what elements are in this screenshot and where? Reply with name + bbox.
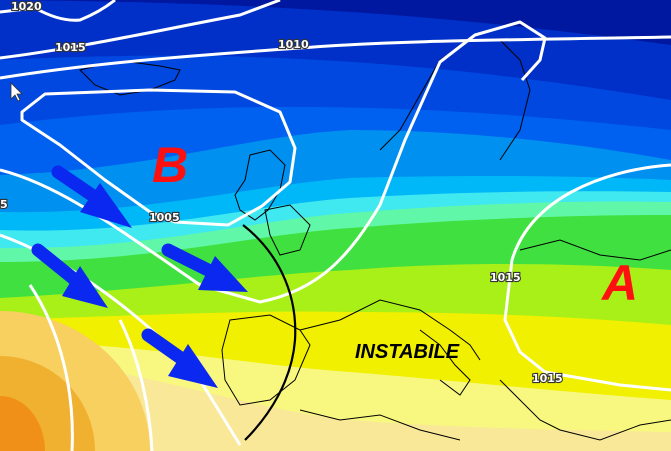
isobar-label: 1015 (55, 41, 86, 54)
front-line (242, 224, 297, 441)
isobar-label: 1010 (278, 38, 309, 51)
flow-arrow (51, 165, 132, 228)
instability-annotation: INSTABILE (355, 341, 460, 363)
coastlines (79, 39, 671, 441)
flow-arrow (31, 243, 108, 308)
flow-arrow (161, 243, 248, 292)
mouse-cursor-icon (10, 82, 23, 102)
isobar-label: 5 (0, 198, 8, 211)
flow-arrow (141, 328, 218, 388)
high-pressure-symbol: A (600, 255, 638, 311)
isobar-label: 1015 (532, 372, 563, 385)
isobar-label: 1005 (149, 211, 180, 224)
flow-arrows (31, 165, 248, 388)
isobar-label: 1020 (11, 0, 42, 13)
isobar-label: 1015 (490, 271, 521, 284)
isobar-labels: 1020 1015 1010 1005 1015 1015 5 (0, 0, 564, 386)
low-pressure-symbol: B (152, 137, 188, 193)
